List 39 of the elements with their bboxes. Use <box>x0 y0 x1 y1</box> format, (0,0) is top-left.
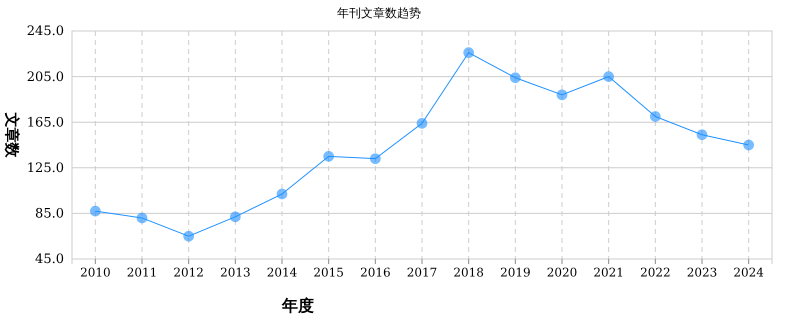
point <box>136 212 148 224</box>
x-tick-label: 2019 <box>500 266 531 280</box>
y-tick-label: 165.0 <box>26 115 64 130</box>
point <box>696 129 708 140</box>
x-tick-label: 2016 <box>360 266 391 280</box>
x-tick-label: 2011 <box>126 266 158 280</box>
y-tick-label: 205.0 <box>26 70 64 85</box>
point <box>183 230 194 242</box>
point <box>370 153 381 164</box>
y-axis-title: 文章数 <box>3 112 21 158</box>
point <box>743 140 754 150</box>
point <box>650 111 661 122</box>
chart-title: 年刊文章数趋势 <box>337 6 421 20</box>
point <box>556 90 568 100</box>
x-tick-label: 2013 <box>220 266 251 280</box>
x-tick-label: 2014 <box>266 266 298 280</box>
point <box>416 118 428 129</box>
point <box>90 206 101 216</box>
x-tick-label: 2010 <box>80 266 111 280</box>
x-tick-label: 2018 <box>453 266 484 280</box>
point <box>323 151 334 162</box>
x-tick-label: 2023 <box>686 266 718 280</box>
x-tick-label: 2021 <box>593 266 624 280</box>
x-tick-label: 2017 <box>406 266 438 280</box>
x-tick-label: 2015 <box>313 266 344 280</box>
y-tick-label: 125.0 <box>26 160 64 176</box>
point <box>276 188 288 200</box>
y-tick-label: 45.0 <box>35 252 64 268</box>
x-axis-title: 年度 <box>281 296 314 315</box>
point <box>603 71 614 82</box>
x-tick-label: 2024 <box>733 266 764 280</box>
y-tick-label: 245.0 <box>26 24 64 40</box>
y-tick-label: 85.0 <box>35 206 64 222</box>
x-tick-label: 2022 <box>640 266 671 280</box>
x-tick-label: 2012 <box>173 266 204 280</box>
x-tick-label: 2020 <box>546 266 578 280</box>
point <box>510 72 521 84</box>
point <box>463 47 474 58</box>
point <box>230 211 241 222</box>
